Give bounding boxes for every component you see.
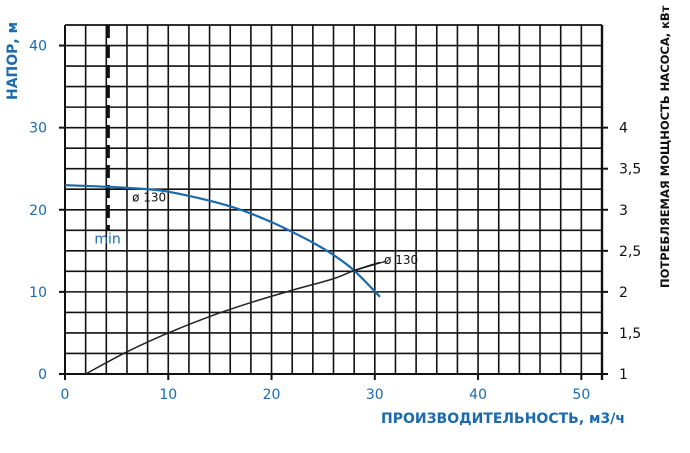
- power-curve: [85, 261, 381, 375]
- y2-tick-label: 1: [619, 367, 628, 383]
- y-tick-label: 40: [29, 39, 47, 55]
- head-curve: [64, 184, 381, 298]
- y2-axis-label: ПОТРЕБЛЯЕМАЯ МОЩНОСТЬ НАСОСА, кВт: [658, 5, 672, 288]
- x-tick-label: 20: [263, 387, 281, 403]
- y2-tick-label: 1,5: [619, 326, 641, 342]
- y2-tick-label: 2,5: [619, 244, 641, 260]
- min-label: min: [94, 231, 120, 247]
- power-curve-label: ø 130: [384, 253, 418, 267]
- y-tick-label: 0: [38, 367, 47, 383]
- x-axis-label: ПРОИЗВОДИТЕЛЬНОСТЬ, м3/ч: [381, 411, 625, 427]
- x-tick-label: 10: [159, 387, 177, 403]
- y2-tick-label: 3,5: [619, 162, 641, 178]
- power-label-leader: [353, 260, 386, 272]
- y2-tick-label: 2: [619, 285, 628, 301]
- y-tick-label: 10: [29, 285, 47, 301]
- x-tick-label: 40: [469, 387, 487, 403]
- x-tick-label: 30: [366, 387, 384, 403]
- y-tick-label: 20: [29, 203, 47, 219]
- head-curve-label: ø 130: [132, 191, 166, 205]
- y-axis-label: НАПОР, м: [5, 21, 21, 100]
- x-tick-label: 50: [572, 387, 590, 403]
- y-tick-label: 30: [29, 121, 47, 137]
- y2-tick-label: 3: [619, 203, 628, 219]
- x-tick-label: 0: [61, 387, 70, 403]
- y2-tick-label: 4: [619, 121, 628, 137]
